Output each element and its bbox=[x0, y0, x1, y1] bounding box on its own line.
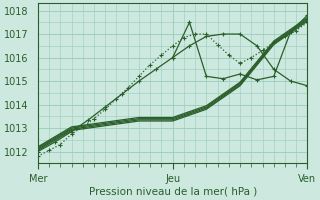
X-axis label: Pression niveau de la mer( hPa ): Pression niveau de la mer( hPa ) bbox=[89, 187, 257, 197]
